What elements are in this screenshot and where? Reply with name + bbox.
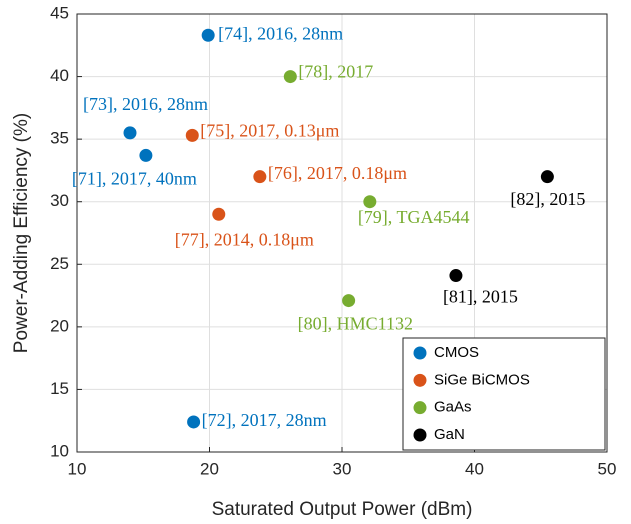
point xyxy=(212,207,226,221)
point-label: [74], 2016, 28nm xyxy=(218,23,343,43)
point-label: [76], 2017, 0.18μm xyxy=(268,163,407,183)
x-tick-label: 30 xyxy=(333,459,352,478)
point-label: [71], 2017, 40nm xyxy=(72,169,197,189)
point xyxy=(185,128,199,142)
legend-marker xyxy=(413,401,427,415)
x-tick-label: 50 xyxy=(598,459,617,478)
point xyxy=(187,415,201,429)
point-label: [79], TGA4544 xyxy=(358,207,470,227)
point xyxy=(283,70,297,84)
plot-frame xyxy=(76,13,608,453)
x-tick-label: 10 xyxy=(68,459,87,478)
legend-marker xyxy=(413,373,427,387)
legend-label: SiGe BiCMOS xyxy=(434,371,530,388)
point xyxy=(449,269,463,283)
point xyxy=(540,170,554,184)
point-label: [73], 2016, 28nm xyxy=(83,94,208,114)
y-tick-label: 15 xyxy=(50,379,69,398)
x-tick-label: 40 xyxy=(465,459,484,478)
y-tick-label: 40 xyxy=(50,66,69,85)
legend-label: CMOS xyxy=(434,344,479,361)
y-tick-label: 30 xyxy=(50,191,69,210)
point xyxy=(363,195,377,209)
y-tick-label: 35 xyxy=(50,129,69,148)
y-tick-label: 45 xyxy=(50,3,69,22)
point xyxy=(139,148,153,162)
point-label: [72], 2017, 28nm xyxy=(202,410,327,430)
y-tick-label: 10 xyxy=(50,441,69,460)
point-label: [80], HMC1132 xyxy=(298,314,413,334)
point-label: [75], 2017, 0.13μm xyxy=(200,121,339,141)
y-axis-label: Power-Adding Efficiency (%) xyxy=(11,113,32,353)
point xyxy=(342,294,356,308)
legend-label: GaAs xyxy=(434,399,472,416)
point xyxy=(253,170,267,184)
legend-marker xyxy=(413,428,427,442)
point xyxy=(123,126,137,140)
point-label: [81], 2015 xyxy=(443,287,518,307)
point-label: [78], 2017 xyxy=(298,62,373,82)
y-tick-label: 20 xyxy=(50,316,69,335)
point-label: [82], 2015 xyxy=(510,189,585,209)
legend-box xyxy=(402,337,606,451)
point xyxy=(201,28,215,42)
legend-marker xyxy=(413,346,427,360)
point-label: [77], 2014, 0.18μm xyxy=(175,229,314,249)
x-axis-label: Saturated Output Power (dBm) xyxy=(212,499,473,520)
y-tick-label: 25 xyxy=(50,254,69,273)
legend-label: GaN xyxy=(434,426,465,443)
x-tick-label: 20 xyxy=(200,459,219,478)
